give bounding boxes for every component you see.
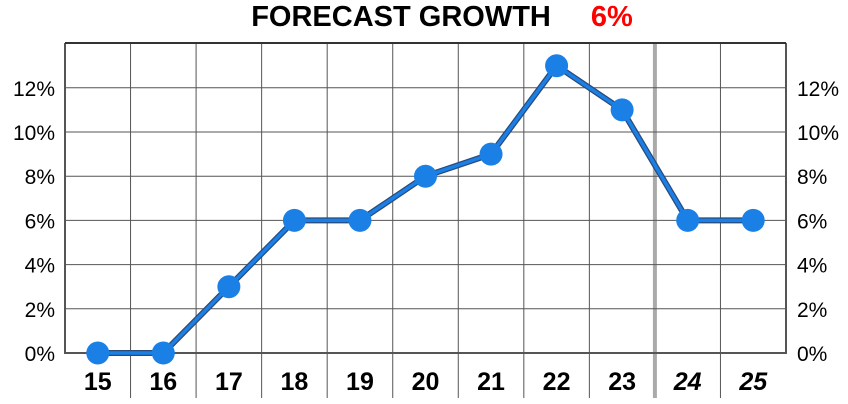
x-tick-label: 21 [477,368,505,396]
x-tick-label: 24 [673,368,702,396]
data-point [479,142,503,166]
data-point [348,208,372,232]
chart-title-row: FORECAST GROWTH 6% [0,0,848,36]
grid-lines [64,42,787,398]
x-tick-label: 16 [149,368,177,396]
x-tick-label: 17 [215,368,243,396]
data-point [151,341,175,365]
y-tick-label-right: 2% [797,299,827,322]
y-tick-label-left: 8% [25,166,55,189]
data-point [217,275,241,299]
y-tick-label-right: 8% [797,166,827,189]
data-point [676,208,700,232]
data-point [741,208,765,232]
y-tick-label-right: 12% [797,78,839,101]
y-tick-label-right: 0% [797,343,827,366]
x-tick-label: 25 [738,368,768,396]
y-tick-label-left: 2% [25,299,55,322]
y-tick-label-right: 10% [797,122,839,145]
x-tick-label: 19 [346,368,374,396]
x-tick-label: 23 [608,368,636,396]
data-point [282,208,306,232]
x-axis-labels: 15 16 17 18 19 20 21 22 23 24 25 [84,368,768,396]
data-point [414,164,437,188]
x-tick-label: 15 [84,368,112,396]
y-tick-label-left: 12% [13,78,55,101]
data-point [610,98,634,122]
y-tick-label-right: 6% [797,210,827,233]
series-points [86,54,765,365]
y-tick-label-left: 10% [13,122,55,145]
chart-title: FORECAST GROWTH [251,1,551,33]
y-axis-labels-left: 0% 2% 4% 6% 8% 10% 12% [13,78,55,366]
y-tick-label-left: 6% [25,210,55,233]
headline-growth-value: 6% [590,1,633,33]
y-tick-label-right: 4% [797,255,827,278]
y-axis-labels-right: 0% 2% 4% 6% 8% 10% 12% [797,78,839,366]
x-tick-label: 20 [412,368,440,396]
y-tick-label-left: 0% [25,343,55,366]
data-point [545,54,569,78]
y-tick-label-left: 4% [25,255,55,278]
data-point [86,341,110,365]
x-tick-label: 18 [281,368,309,396]
x-tick-label: 22 [543,368,571,396]
